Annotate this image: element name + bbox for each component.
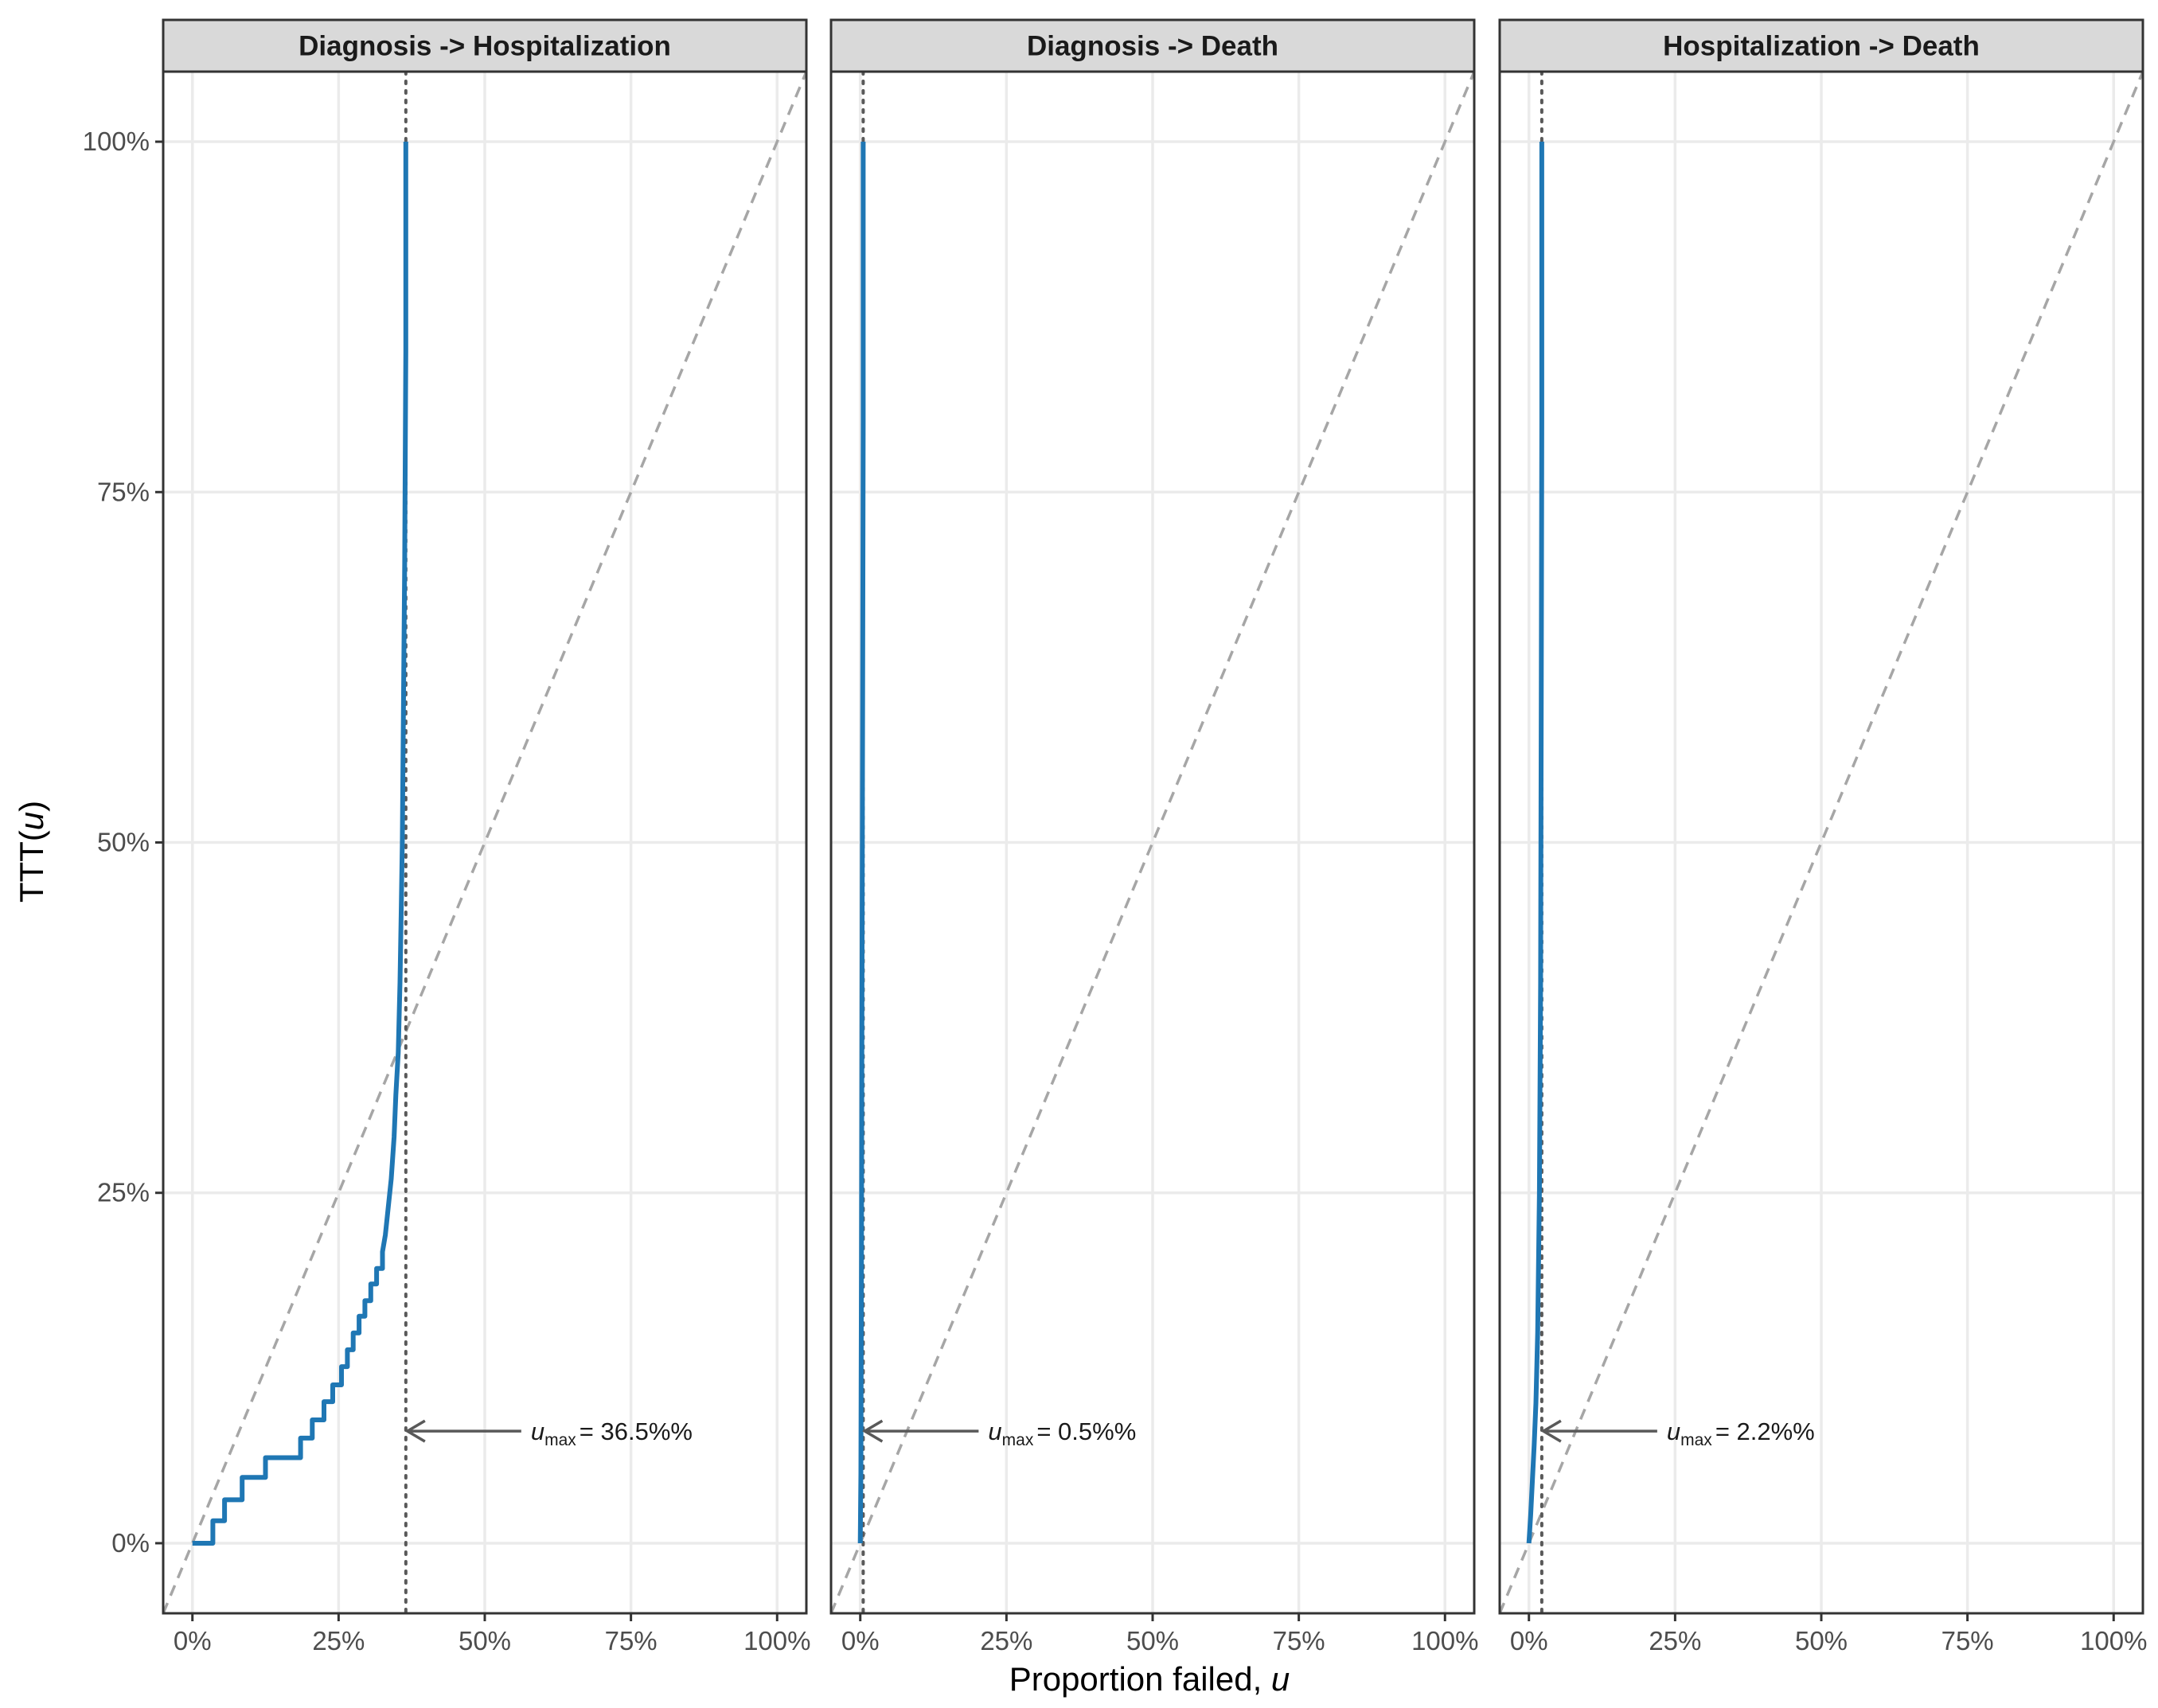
y-axis-title-var: u	[13, 812, 50, 830]
umax-annotation-sub: max	[544, 1431, 576, 1449]
umax-annotation-var: u	[531, 1417, 544, 1445]
y-tick-label: 25%	[97, 1178, 150, 1207]
x-tick-label: 0%	[1510, 1626, 1548, 1655]
x-axis-title: Proportion failed, u	[1009, 1660, 1290, 1698]
umax-annotation-value: = 0.5%%	[1036, 1417, 1136, 1445]
x-tick-label: 100%	[1411, 1626, 1478, 1655]
x-axis-title-text: Proportion failed,	[1009, 1660, 1271, 1698]
umax-annotation-sub: max	[1002, 1431, 1034, 1449]
y-tick-label: 75%	[97, 477, 150, 506]
x-tick-label: 25%	[312, 1626, 365, 1655]
x-tick-label: 75%	[605, 1626, 658, 1655]
y-axis-title: TTT(u)	[13, 801, 50, 903]
x-tick-label: 0%	[174, 1626, 212, 1655]
x-tick-label: 0%	[841, 1626, 880, 1655]
x-tick-label: 100%	[2080, 1626, 2147, 1655]
panel-3: umax = 2.2%% Hospitalization -> Death 0% 25%…	[1498, 18, 2147, 1655]
x-tick-label: 50%	[1126, 1626, 1179, 1655]
x-tick-label: 50%	[459, 1626, 511, 1655]
y-axis-title-suffix: )	[13, 801, 50, 812]
panel-data-layer	[831, 72, 1474, 1613]
panel-strip	[829, 18, 1476, 73]
panel-data-layer	[1500, 72, 2143, 1613]
umax-annotation-value: = 36.5%%	[579, 1417, 693, 1445]
reference-diagonal-line	[1500, 72, 2143, 1613]
umax-annotation-label: umax = 0.5%%	[988, 1417, 1136, 1449]
y-tick-label: 50%	[97, 828, 150, 857]
panel-2: umax = 0.5%% Diagnosis -> Death 0% 25% 50% 75%…	[829, 18, 1478, 1655]
umax-annotation-label: umax = 36.5%%	[531, 1417, 693, 1449]
umax-annotation-var: u	[1667, 1417, 1680, 1445]
y-axis-title-prefix: TTT(	[13, 830, 50, 903]
panel-strip-title: Diagnosis -> Hospitalization	[299, 31, 671, 62]
umax-annotation-var: u	[988, 1417, 1001, 1445]
panel-data-layer	[163, 72, 806, 1613]
y-tick-label: 0%	[111, 1528, 150, 1558]
x-tick-label: 75%	[1941, 1626, 1994, 1655]
x-axis-title-var: u	[1271, 1660, 1290, 1698]
reference-diagonal-line	[163, 72, 806, 1613]
panel-strip-title: Hospitalization -> Death	[1663, 31, 1980, 62]
y-axis: 0% 25% 50% 75% 100%	[83, 127, 163, 1558]
x-tick-label: 50%	[1795, 1626, 1848, 1655]
umax-annotation-label: umax = 2.2%%	[1667, 1417, 1815, 1449]
umax-annotation-value: = 2.2%%	[1715, 1417, 1815, 1445]
panel-strip	[162, 18, 808, 73]
panel-1: umax = 36.5%% Diagnosis -> Hospitalization…	[162, 18, 810, 1655]
umax-arrow-head	[861, 1419, 884, 1443]
y-tick-label: 100%	[83, 127, 150, 156]
panel-strip	[1498, 18, 2144, 73]
umax-annotation-sub: max	[1680, 1431, 1712, 1449]
ttt-curve-line	[1526, 142, 1544, 1544]
ttt-curve-line	[857, 142, 866, 1544]
panels-layer: umax = 36.5%%Diagnosis -> Hospitalization…	[162, 18, 2147, 1655]
x-tick-label: 100%	[743, 1626, 810, 1655]
ttt-curve-line	[192, 142, 408, 1546]
x-tick-label: 25%	[980, 1626, 1032, 1655]
umax-arrow-head	[404, 1419, 426, 1443]
reference-diagonal-line	[831, 72, 1474, 1613]
x-tick-label: 75%	[1273, 1626, 1325, 1655]
x-tick-label: 25%	[1649, 1626, 1701, 1655]
panel-strip-title: Diagnosis -> Death	[1027, 31, 1278, 62]
umax-arrow-head	[1540, 1419, 1562, 1443]
